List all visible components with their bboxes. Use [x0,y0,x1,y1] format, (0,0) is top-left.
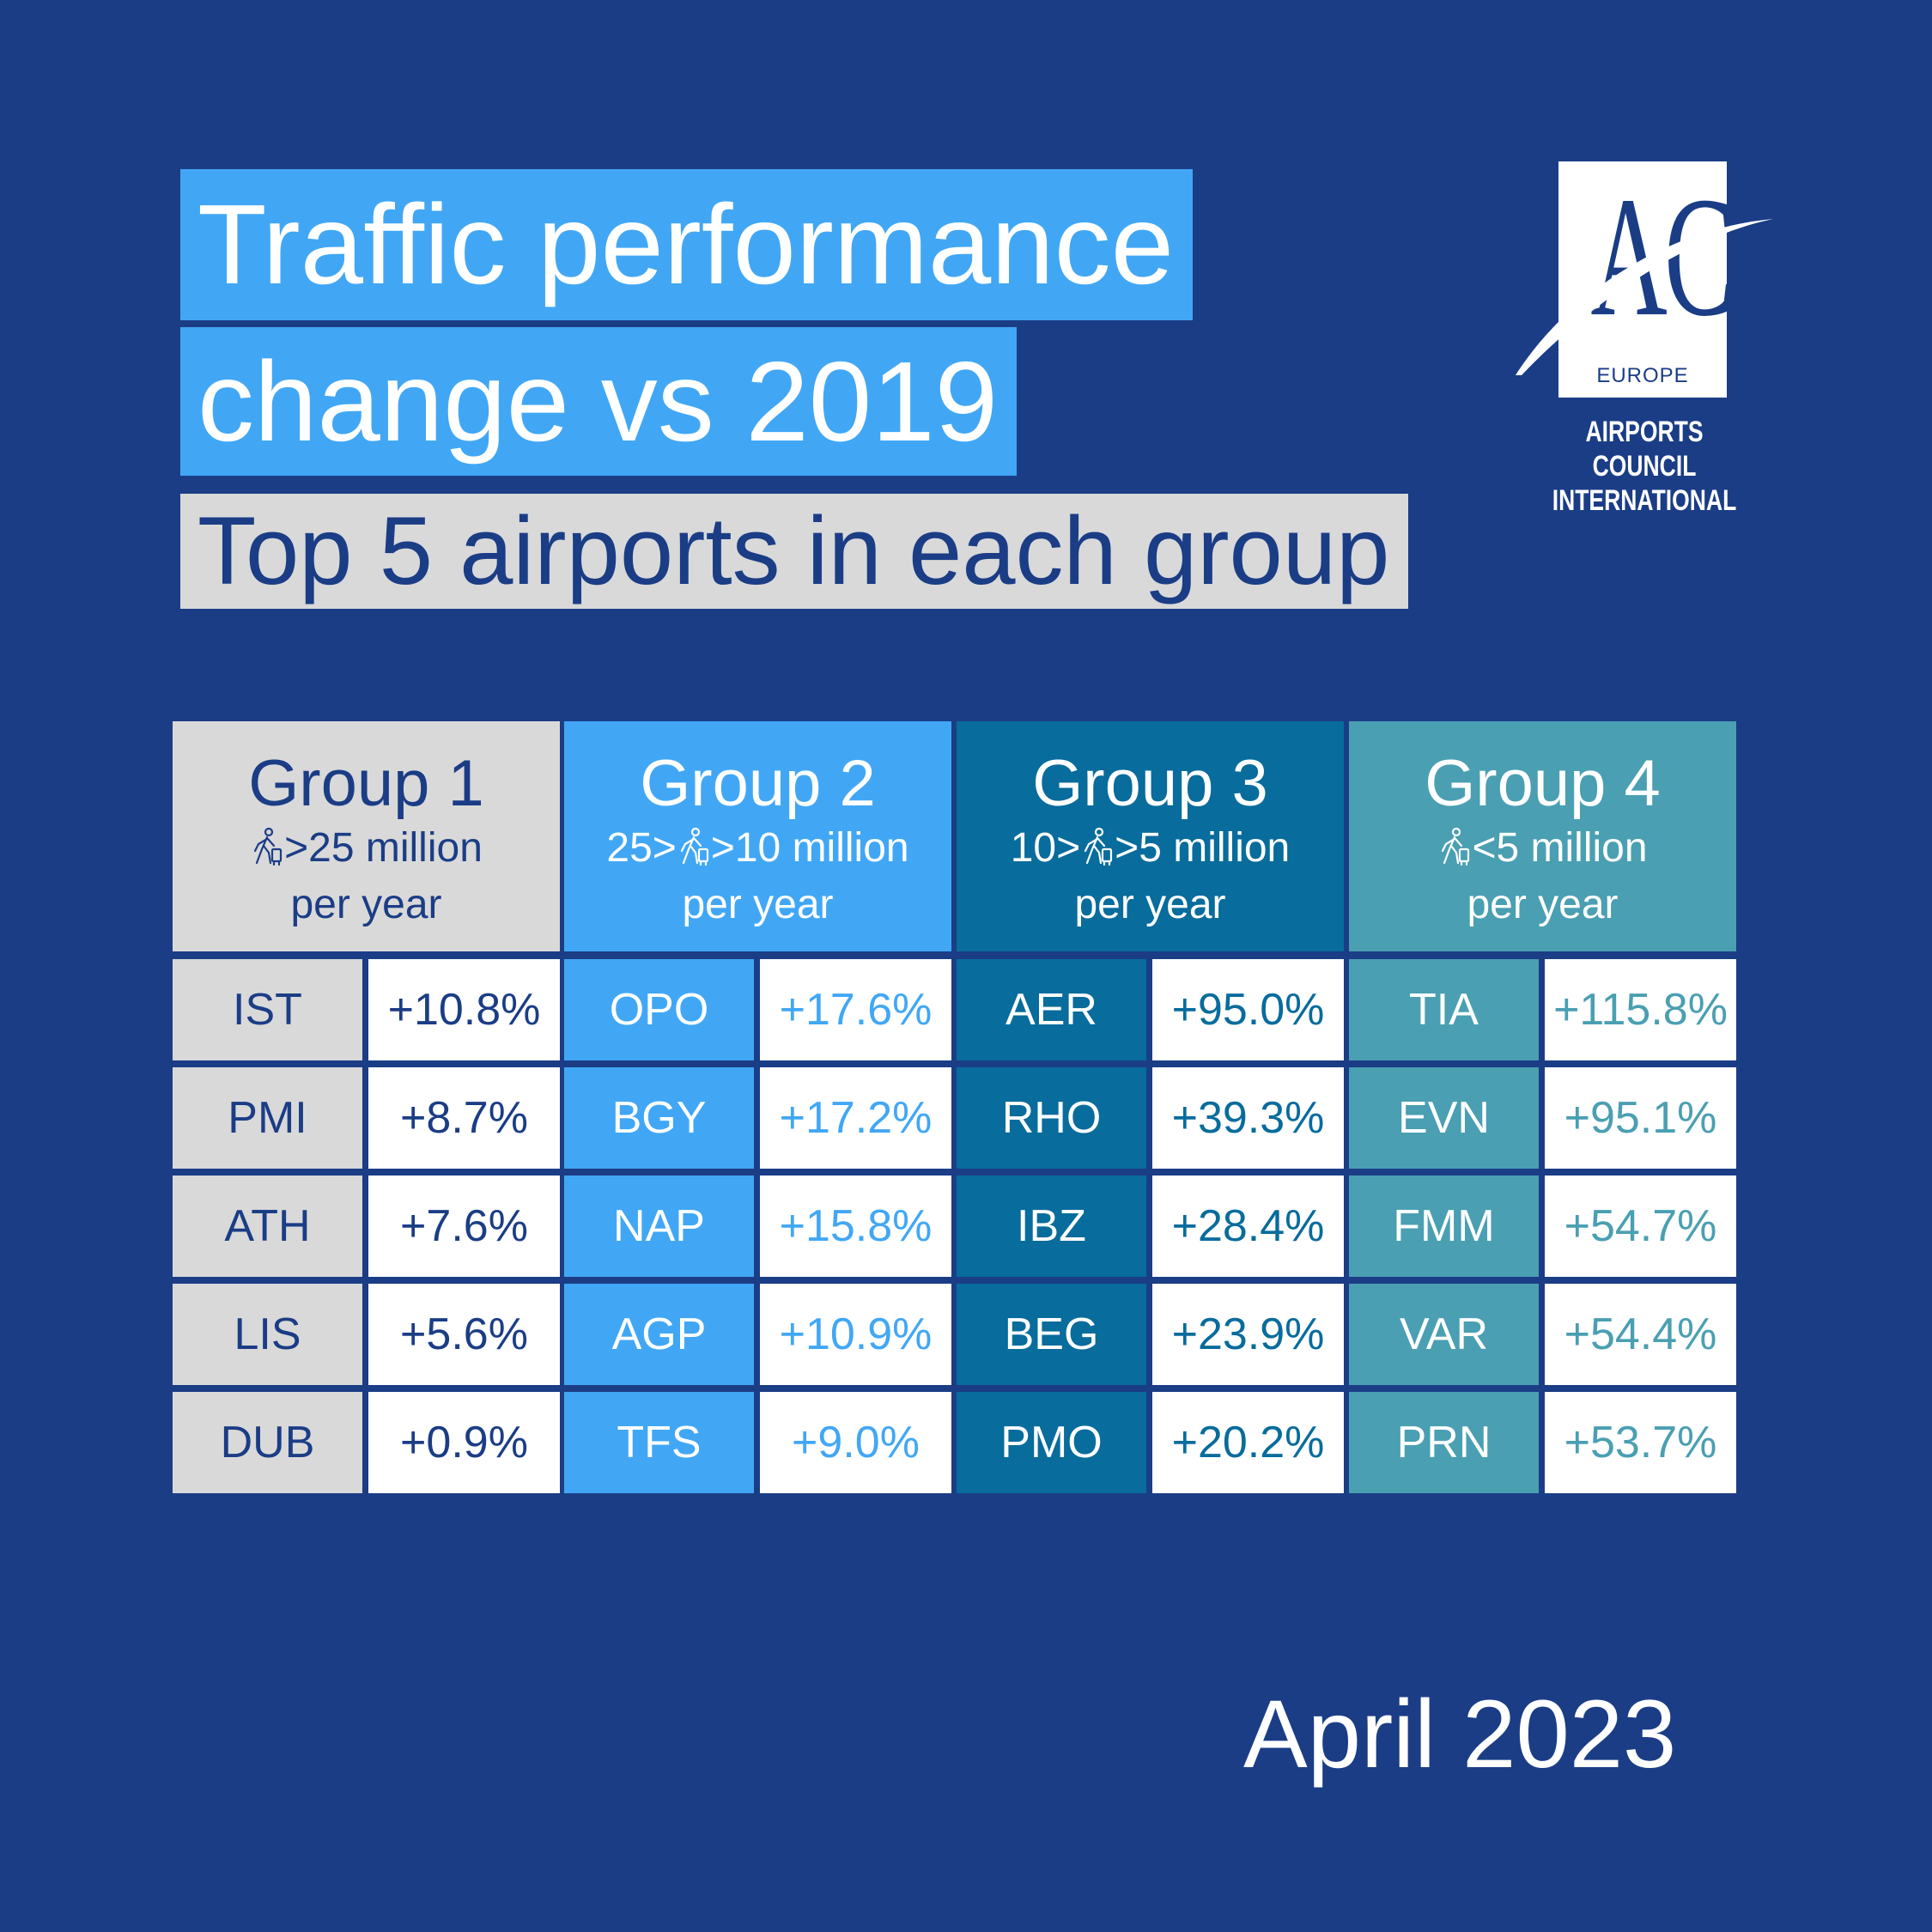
group-header-1: Group 1 >25 million per year [173,721,560,951]
group-per-year: per year [1467,882,1619,927]
traffic-change: +95.0% [1152,959,1344,1060]
traveller-icon [253,827,283,866]
group-header-2: Group 2 25> >10 million per year [564,721,951,951]
group-range-suffix: >25 million [284,825,483,871]
group-range: 10> >5 million [957,820,1344,877]
airport-code: IBZ [957,1176,1146,1277]
traffic-change: +28.4% [1152,1176,1344,1277]
logo-name: AIRPORTS COUNCIL INTERNATIONAL [1540,415,1748,518]
group-per-year: per year [290,882,442,927]
airport-code: ATH [173,1176,362,1277]
airport-code: PMI [173,1067,362,1169]
traffic-change: +54.7% [1545,1176,1736,1277]
report-date: April 2023 [1243,1680,1677,1788]
traffic-change: +115.8% [1545,959,1736,1060]
logo-region: EUROPE [1596,364,1689,387]
group-range-prefix: 10> [1010,825,1081,871]
group-range: 25> >10 million [564,820,951,877]
traffic-change: +15.8% [760,1176,951,1277]
airport-code: TIA [1349,959,1539,1060]
group-title: Group 2 [640,747,876,820]
logo-name-line1: AIRPORTS COUNCIL [1585,416,1704,483]
traffic-change: +10.8% [368,959,560,1060]
traffic-change: +95.1% [1545,1067,1736,1169]
logo-name-line2: INTERNATIONAL [1552,484,1737,517]
traffic-change: +8.7% [368,1067,560,1169]
traffic-change: +9.0% [760,1392,951,1493]
airport-code: BGY [564,1067,754,1169]
traffic-change: +39.3% [1152,1067,1344,1169]
title-line-1: Traffic performance [180,169,1194,320]
traffic-change: +17.2% [760,1067,951,1169]
group-range: >25 million [173,820,560,877]
group-per-year: per year [682,882,834,927]
airport-code: EVN [1349,1067,1539,1169]
group-per-year: per year [1074,882,1226,927]
subtitle: Top 5 airports in each group [180,494,1409,609]
group-range-suffix: >10 million [710,825,909,871]
airport-code: AGP [564,1284,754,1385]
title-line-2: change vs 2019 [180,327,1018,476]
group-range-suffix: >5 million [1115,825,1291,871]
airport-code: VAR [1349,1284,1539,1385]
traffic-change: +23.9% [1152,1284,1344,1385]
airport-code: FMM [1349,1176,1539,1277]
airport-code: DUB [173,1392,362,1493]
traffic-change: +5.6% [368,1284,560,1385]
airport-code: NAP [564,1176,754,1277]
traveller-icon [1084,827,1113,866]
airport-code: PMO [957,1392,1146,1493]
logo-swoosh-icon [1516,219,1773,375]
traffic-change: +10.9% [760,1284,951,1385]
traveller-icon [1442,827,1470,866]
traffic-change: +0.9% [368,1392,560,1493]
airport-code: IST [173,959,362,1060]
traffic-change: +17.6% [760,959,951,1060]
group-range-prefix: 25> [606,825,677,871]
group-range: <5 million [1349,820,1736,877]
aci-europe-logo: ACI EUROPE AIRPORTS COUNCIL INTERNATIONA… [1511,159,1786,517]
airport-code: LIS [173,1284,362,1385]
airport-code: TFS [564,1392,754,1493]
group-range-suffix: <5 million [1472,825,1648,871]
traffic-change: +7.6% [368,1176,560,1277]
traffic-change: +53.7% [1545,1392,1736,1493]
group-title: Group 1 [248,747,484,820]
traffic-change: +54.4% [1545,1284,1736,1385]
group-header-4: Group 4 <5 million per year [1349,721,1736,951]
group-header-3: Group 3 10> >5 million per year [957,721,1344,951]
airport-code: OPO [564,959,754,1060]
group-title: Group 4 [1425,747,1661,820]
group-title: Group 3 [1032,747,1268,820]
airport-code: BEG [957,1284,1146,1385]
traffic-change: +20.2% [1152,1392,1344,1493]
airport-code: RHO [957,1067,1146,1169]
airport-code: AER [957,959,1146,1060]
airport-code: PRN [1349,1392,1539,1493]
traveller-icon [680,827,708,866]
